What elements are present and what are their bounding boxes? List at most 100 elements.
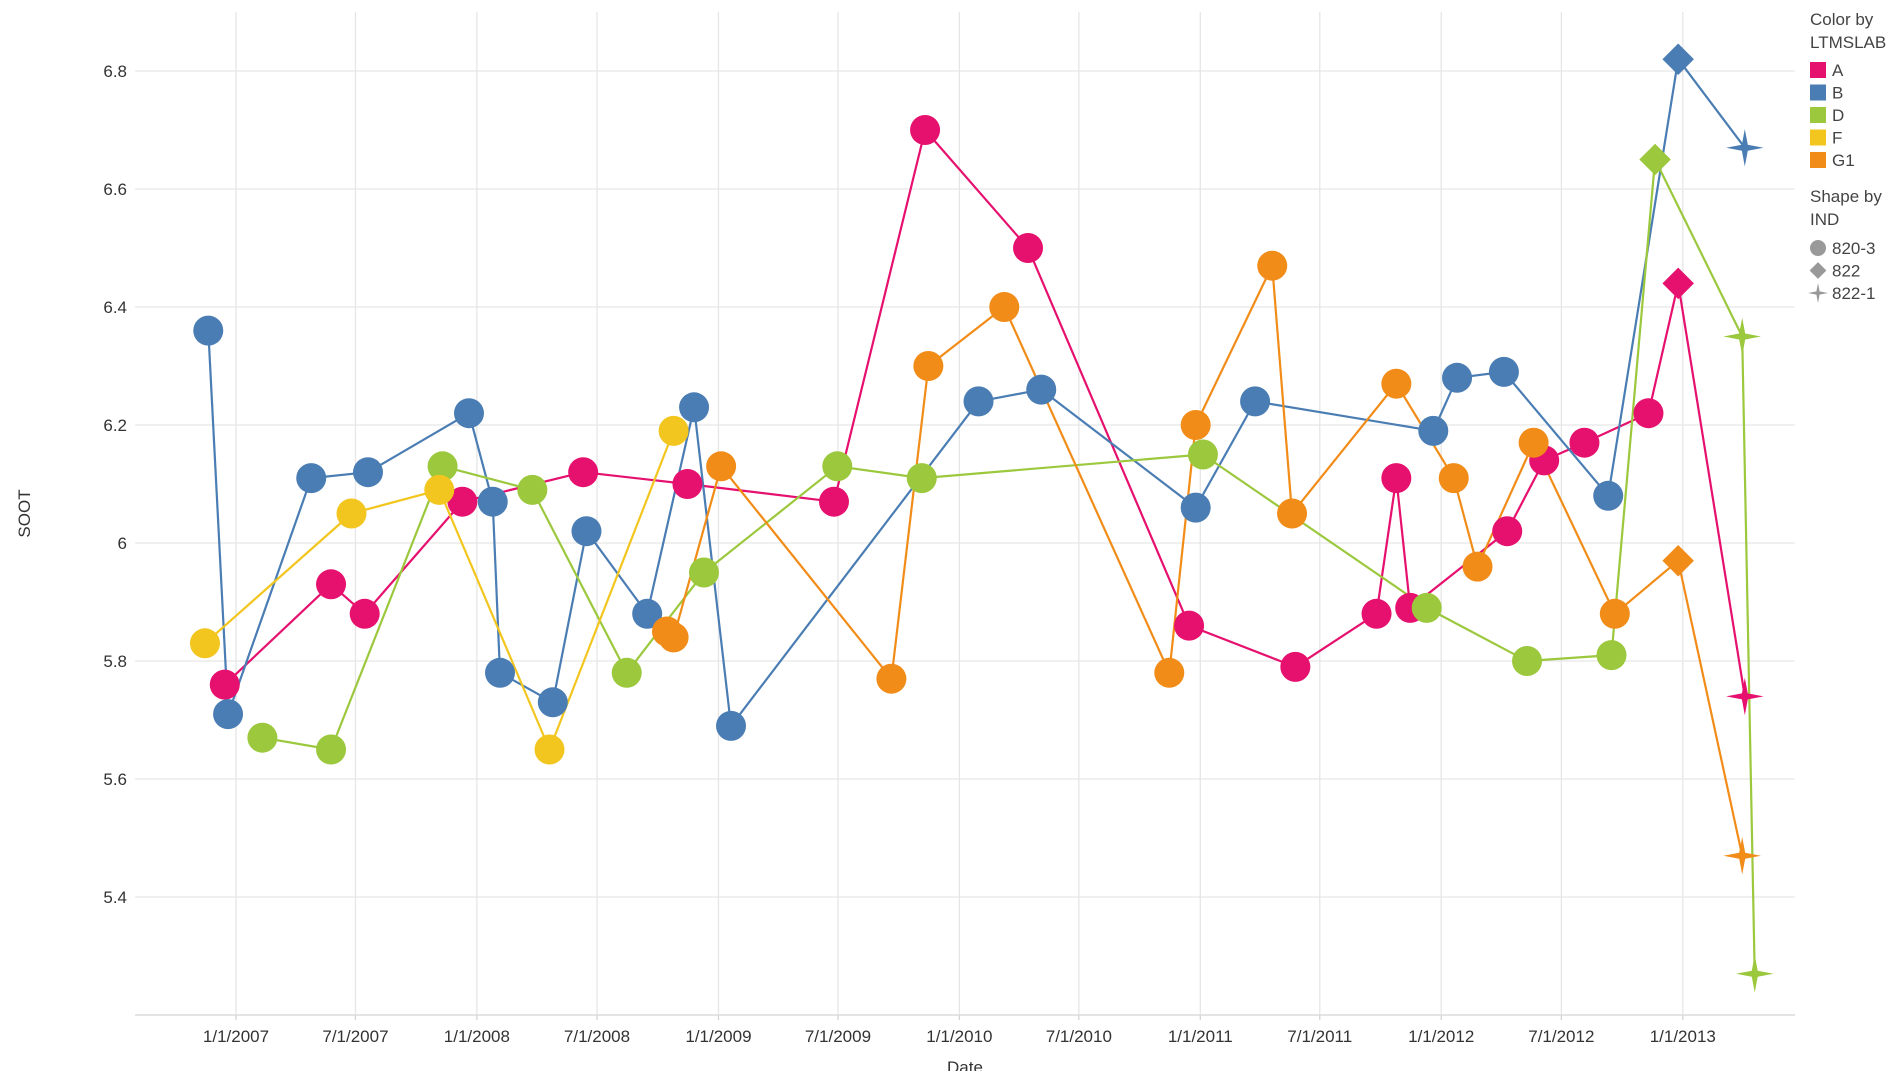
data-point-g1	[1381, 368, 1412, 399]
legend-swatch-d	[1810, 107, 1826, 123]
y-tick-label: 6.6	[103, 180, 127, 199]
legend-shape-items: 820-3 822 822-1	[1808, 239, 1875, 303]
data-point-a	[349, 598, 380, 629]
data-point-g1	[1599, 598, 1630, 629]
data-point-f	[534, 734, 565, 765]
data-point-g1	[1723, 837, 1761, 875]
y-tick-label: 6.8	[103, 62, 127, 81]
data-point-f	[336, 498, 367, 529]
data-point-a	[1280, 651, 1311, 682]
data-point-d	[822, 451, 853, 482]
data-point-a	[568, 457, 599, 488]
x-tick-label: 7/1/2007	[322, 1027, 388, 1046]
data-point-a	[818, 486, 849, 517]
data-point-a	[1174, 610, 1205, 641]
x-tick-label: 1/1/2008	[444, 1027, 510, 1046]
y-tick-label: 6.2	[103, 416, 127, 435]
data-point-a	[209, 669, 240, 700]
data-point-d	[316, 734, 347, 765]
data-point-d	[688, 557, 719, 588]
legend-swatch-g1	[1810, 152, 1826, 168]
data-point-d	[1639, 143, 1671, 176]
data-point-f	[189, 628, 220, 659]
legend-color-title-line-1: Color by	[1810, 10, 1874, 29]
data-point-b	[1488, 356, 1519, 387]
data-point-d	[1723, 317, 1761, 356]
data-point-g1	[1662, 544, 1694, 577]
legend-shape-label: 822-1	[1832, 284, 1875, 303]
data-point-b	[632, 598, 663, 629]
axes: Date SOOT 5.4 5.6 5.8 6 6.2 6.4 6.6 6.8 1/1/2007…	[15, 62, 1716, 1071]
data-point-g1	[876, 663, 907, 694]
gridlines	[135, 12, 1795, 1020]
data-point-a	[1662, 267, 1694, 300]
x-tick-label: 7/1/2008	[564, 1027, 630, 1046]
legend-swatch-b	[1810, 84, 1826, 101]
x-tick-label: 7/1/2010	[1046, 1027, 1112, 1046]
data-point-b	[213, 699, 244, 730]
data-point-d	[427, 451, 458, 482]
data-point-g1	[1277, 498, 1308, 529]
data-point-a	[1492, 516, 1523, 547]
legend-shape-diamond	[1809, 262, 1827, 279]
data-point-d	[247, 722, 278, 753]
x-tick-label: 7/1/2011	[1287, 1027, 1352, 1046]
data-point-d	[611, 657, 642, 688]
data-point-f	[424, 474, 455, 505]
data-point-b	[1240, 386, 1271, 417]
data-point-b	[453, 398, 484, 429]
legend-label-d: D	[1832, 106, 1844, 125]
data-point-a	[447, 486, 478, 517]
data-point-b	[1593, 480, 1624, 511]
data-point-g1	[1438, 463, 1469, 494]
x-tick-label: 1/1/2011	[1168, 1027, 1233, 1046]
data-point-b	[716, 710, 747, 741]
data-point-b	[679, 392, 710, 423]
data-point-d	[1411, 592, 1442, 623]
data-point-g1	[1257, 250, 1288, 281]
data-point-d	[1736, 955, 1774, 993]
x-tick-label: 1/1/2012	[1408, 1027, 1474, 1046]
y-tick-label: 6.4	[103, 298, 127, 317]
y-tick-label: 5.4	[103, 888, 127, 907]
data-point-b	[193, 315, 224, 346]
data-point-d	[1512, 646, 1543, 676]
legend-shape-label: 822	[1832, 262, 1860, 281]
legend-label-f: F	[1832, 129, 1842, 148]
data-point-b	[485, 657, 516, 688]
data-point-b	[1442, 362, 1473, 393]
legend-swatch-a	[1810, 62, 1826, 78]
data-point-b	[1418, 415, 1449, 446]
data-point-b	[571, 516, 602, 547]
data-point-g1	[706, 451, 737, 482]
legend-shape-title-line-2: IND	[1810, 210, 1839, 229]
data-point-a	[910, 115, 941, 145]
data-point-b	[296, 463, 327, 494]
x-axis-title: Date	[947, 1058, 983, 1071]
data-point-d	[1596, 640, 1627, 671]
data-point-g1	[1462, 551, 1493, 582]
data-point-f	[658, 415, 689, 446]
data-point-b	[477, 486, 508, 517]
x-tick-label: 7/1/2012	[1528, 1027, 1594, 1046]
data-point-b	[1662, 43, 1694, 75]
x-tick-label: 1/1/2007	[203, 1027, 269, 1046]
series-lines	[204, 58, 1756, 974]
data-point-a	[1726, 677, 1764, 716]
data-point-d	[906, 463, 937, 494]
data-point-a	[1361, 598, 1392, 629]
x-tick-label: 1/1/2010	[926, 1027, 992, 1046]
data-points	[189, 43, 1774, 993]
data-point-g1	[1154, 657, 1185, 688]
data-point-a	[1381, 463, 1412, 494]
y-tick-label: 5.6	[103, 770, 127, 789]
legend-shape-circle	[1810, 240, 1826, 256]
data-point-b	[1726, 129, 1764, 167]
data-point-g1	[1518, 427, 1549, 458]
y-tick-label: 6	[118, 534, 127, 553]
data-point-a	[672, 469, 703, 499]
series-line-d	[262, 158, 1756, 974]
data-point-b	[1180, 492, 1211, 523]
